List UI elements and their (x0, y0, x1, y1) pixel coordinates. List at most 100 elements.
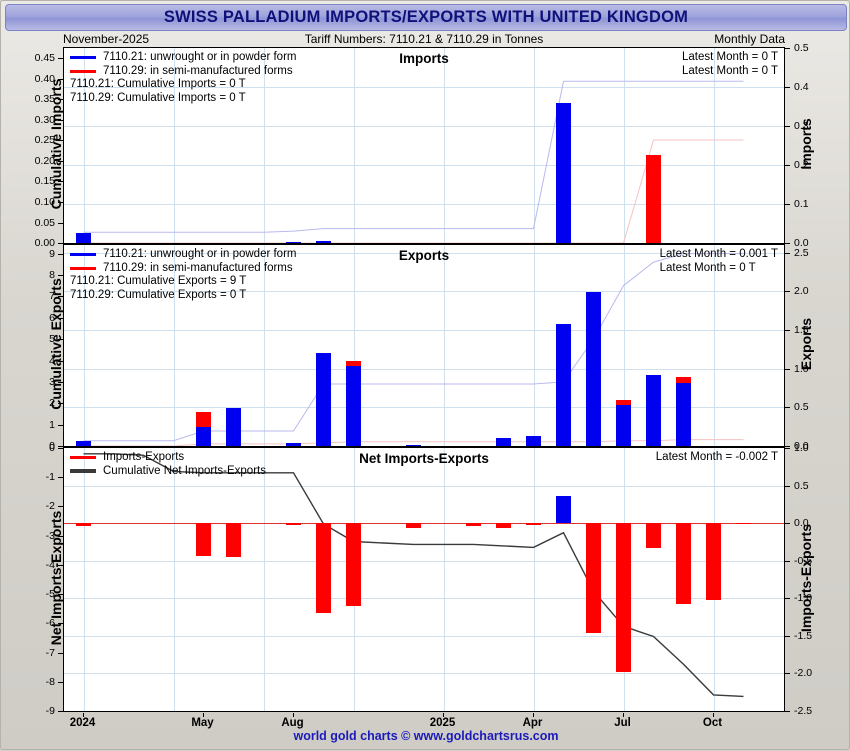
axis-tick-mark (785, 368, 790, 370)
bar-7110-21 (286, 442, 301, 446)
imports-cumulative-7110-29: 7110.29: Cumulative Imports = 0 T (70, 91, 246, 104)
bar-net-negative (736, 523, 751, 525)
bar-7110-21 (316, 353, 331, 446)
exports-panel-title: Exports (398, 248, 450, 263)
gridline-vertical (174, 245, 175, 446)
legend-label: 7110.21: unwrought or in powder form (103, 51, 297, 63)
bar-7110-29 (616, 400, 631, 405)
x-axis-tick-label: 2025 (429, 717, 456, 729)
cumulative-lines (83, 453, 744, 698)
gridline-vertical (264, 448, 265, 711)
bar-net-negative (616, 523, 631, 672)
legend-item-7110-29: 7110.29: in semi-manufactured forms (70, 65, 296, 79)
bar-7110-21 (76, 232, 91, 243)
axis-tick-mark (785, 446, 790, 447)
gridline-vertical (444, 245, 445, 446)
legend-label: 7110.21: unwrought or in powder form (103, 248, 297, 260)
cumulative-line (83, 439, 744, 446)
bar-7110-29 (196, 412, 211, 427)
x-axis-tick-mark (532, 713, 534, 717)
bar-7110-21 (676, 382, 691, 446)
gridline-vertical (444, 448, 445, 711)
exports-cumulative-7110-29: 7110.29: Cumulative Exports = 0 T (70, 288, 247, 301)
gridline-vertical (534, 48, 535, 243)
bar-net-negative (466, 523, 481, 527)
x-axis: 2024 May Aug 2025 Apr Jul Oct (63, 713, 785, 732)
bar-net-negative (346, 523, 361, 606)
gridline-horizontal (64, 598, 784, 599)
x-axis-tick-label: 2024 (69, 717, 96, 729)
cumulative-lines (83, 253, 744, 446)
bar-7110-21 (646, 374, 661, 446)
page-title: SWISS PALLADIUM IMPORTS/EXPORTS WITH UNI… (163, 8, 689, 26)
axis-tick-mark (785, 48, 790, 49)
exports-right-axis-title: Exports (798, 317, 814, 370)
legend-item-7110-21: 7110.21: unwrought or in powder form (70, 248, 296, 262)
net-latest-value: Latest Month = -0.002 T (655, 451, 778, 463)
bar-7110-21 (76, 440, 91, 446)
exports-plot-area (64, 245, 784, 446)
legend-item-imports-exports: Imports-Exports (70, 451, 266, 465)
bar-net-negative (526, 523, 541, 526)
bar-7110-21 (196, 426, 211, 446)
x-axis-tick-mark (712, 713, 714, 717)
imports-cumulative-7110-21: 7110.21: Cumulative Imports = 0 T (70, 78, 246, 90)
bar-net-negative (706, 523, 721, 601)
legend-swatch-red-icon (70, 266, 96, 270)
bar-7110-29 (676, 377, 691, 383)
axis-tick-mark (785, 291, 790, 293)
legend-item-7110-21: 7110.21: unwrought or in powder form (70, 51, 296, 65)
bar-7110-21 (316, 240, 331, 243)
bar-7110-29 (646, 154, 661, 243)
gridline-vertical (354, 48, 355, 243)
axis-tick-mark (785, 165, 790, 166)
gridline-horizontal (64, 87, 784, 88)
bar-7110-21 (526, 435, 541, 446)
gridline-horizontal (64, 330, 784, 331)
cumulative-line (83, 139, 744, 243)
legend-swatch-dark-icon (70, 469, 96, 474)
exports-legend: 7110.21: unwrought or in powder form 711… (70, 248, 296, 302)
net-panel-title: Net Imports-Exports (359, 451, 489, 466)
bar-7110-21 (406, 444, 421, 446)
subheader: November-2025 Tariff Numbers: 7110.21 & … (63, 31, 785, 47)
legend-swatch-red-icon (70, 456, 96, 460)
x-axis-tick-mark (292, 713, 294, 717)
legend-label: Cumulative Net Imports-Exports (103, 464, 266, 477)
imports-latest-7110-21: Latest Month = 0 T (682, 51, 778, 63)
bar-net-negative (226, 523, 241, 557)
axis-tick-label: -2.5 (794, 705, 813, 717)
axis-tick-mark (785, 598, 790, 600)
legend-label: Imports-Exports (103, 451, 185, 463)
gridline-horizontal (64, 204, 784, 205)
bar-net-negative (316, 523, 331, 614)
axis-tick-mark (785, 407, 790, 409)
legend-label: 7110.29: in semi-manufactured forms (103, 64, 293, 77)
gridline-horizontal (64, 407, 784, 408)
bar-7110-21 (346, 366, 361, 446)
net-plot-area (64, 448, 784, 711)
bar-7110-21 (556, 103, 571, 243)
net-right-axis-title: Imports-Exports (798, 523, 814, 632)
axis-tick-mark (785, 448, 790, 449)
data-frequency: Monthly Data (714, 32, 785, 46)
imports-legend: 7110.21: unwrought or in powder form 711… (70, 51, 296, 105)
gridline-vertical (264, 245, 265, 446)
bar-7110-21 (556, 496, 571, 524)
axis-tick-mark (785, 330, 790, 331)
imports-latest-7110-29: Latest Month = 0 T (682, 64, 778, 77)
imports-left-axis-title: Cumulative Imports (48, 78, 64, 209)
gridline-horizontal (64, 486, 784, 487)
gridline-horizontal (64, 636, 784, 637)
gridline-vertical (174, 448, 175, 711)
exports-latest-7110-29: Latest Month = 0 T (659, 261, 756, 274)
gridline-vertical (264, 48, 265, 243)
x-axis-tick-label: Apr (522, 717, 543, 729)
legend-label: 7110.29: in semi-manufactured forms (103, 261, 293, 274)
imports-right-axis-title: Imports (798, 117, 814, 170)
gridline-vertical (624, 48, 625, 243)
gridline-horizontal (64, 291, 784, 292)
bar-net-negative (196, 523, 211, 557)
footer-credit: world gold charts © www.goldchartsrus.co… (293, 729, 559, 743)
